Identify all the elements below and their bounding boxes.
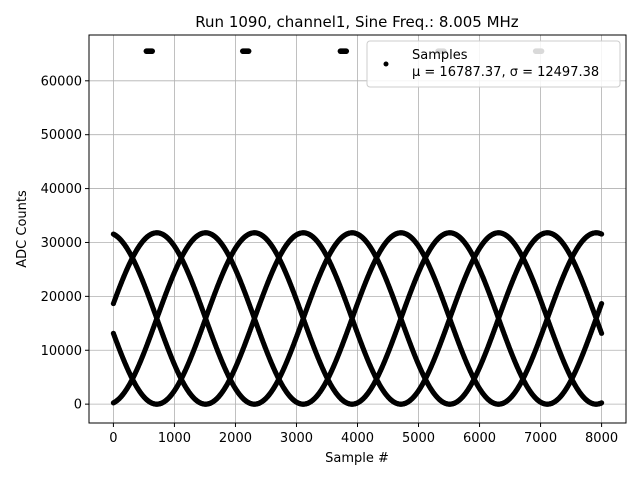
data-point: [598, 400, 605, 406]
saturated-point: [245, 48, 252, 54]
y-axis-ticks: 0 10000 20000 30000 40000 50000 60000: [41, 74, 89, 413]
legend-marker: [383, 61, 389, 67]
x-tick-label: 3000: [280, 431, 313, 446]
data-points: [110, 48, 605, 407]
x-axis-label: Sample #: [325, 451, 389, 466]
saturated-point: [343, 48, 350, 54]
y-tick-label: 10000: [41, 344, 82, 359]
legend-box: [366, 40, 621, 88]
x-tick-label: 0: [109, 431, 117, 446]
data-point: [598, 300, 605, 307]
x-tick-label: 5000: [402, 431, 435, 446]
legend-stats: μ = 16787.37, σ = 12497.38: [412, 65, 599, 80]
saturated-point: [149, 48, 156, 54]
x-tick-label: 4000: [341, 431, 374, 446]
y-tick-label: 20000: [41, 290, 82, 305]
x-tick-label: 7000: [524, 431, 557, 446]
y-tick-label: 0: [74, 398, 82, 413]
y-tick-label: 60000: [41, 74, 82, 89]
y-axis-label: ADC Counts: [15, 190, 30, 268]
x-tick-label: 6000: [463, 431, 496, 446]
y-tick-label: 30000: [41, 236, 82, 251]
chart-title: Run 1090, channel1, Sine Freq.: 8.005 MH…: [195, 13, 519, 31]
x-tick-label: 2000: [219, 431, 252, 446]
data-point: [598, 330, 605, 336]
y-tick-label: 50000: [41, 128, 82, 143]
data-point: [598, 231, 605, 237]
x-tick-label: 1000: [158, 431, 191, 446]
legend-title: Samples: [412, 48, 468, 63]
y-tick-label: 40000: [41, 182, 82, 197]
legend: Samples μ = 16787.37, σ = 12497.38: [366, 40, 621, 88]
x-tick-label: 8000: [585, 431, 618, 446]
x-axis-ticks: 0 1000 2000 3000 4000 5000 6000 7000 8000: [109, 423, 618, 446]
